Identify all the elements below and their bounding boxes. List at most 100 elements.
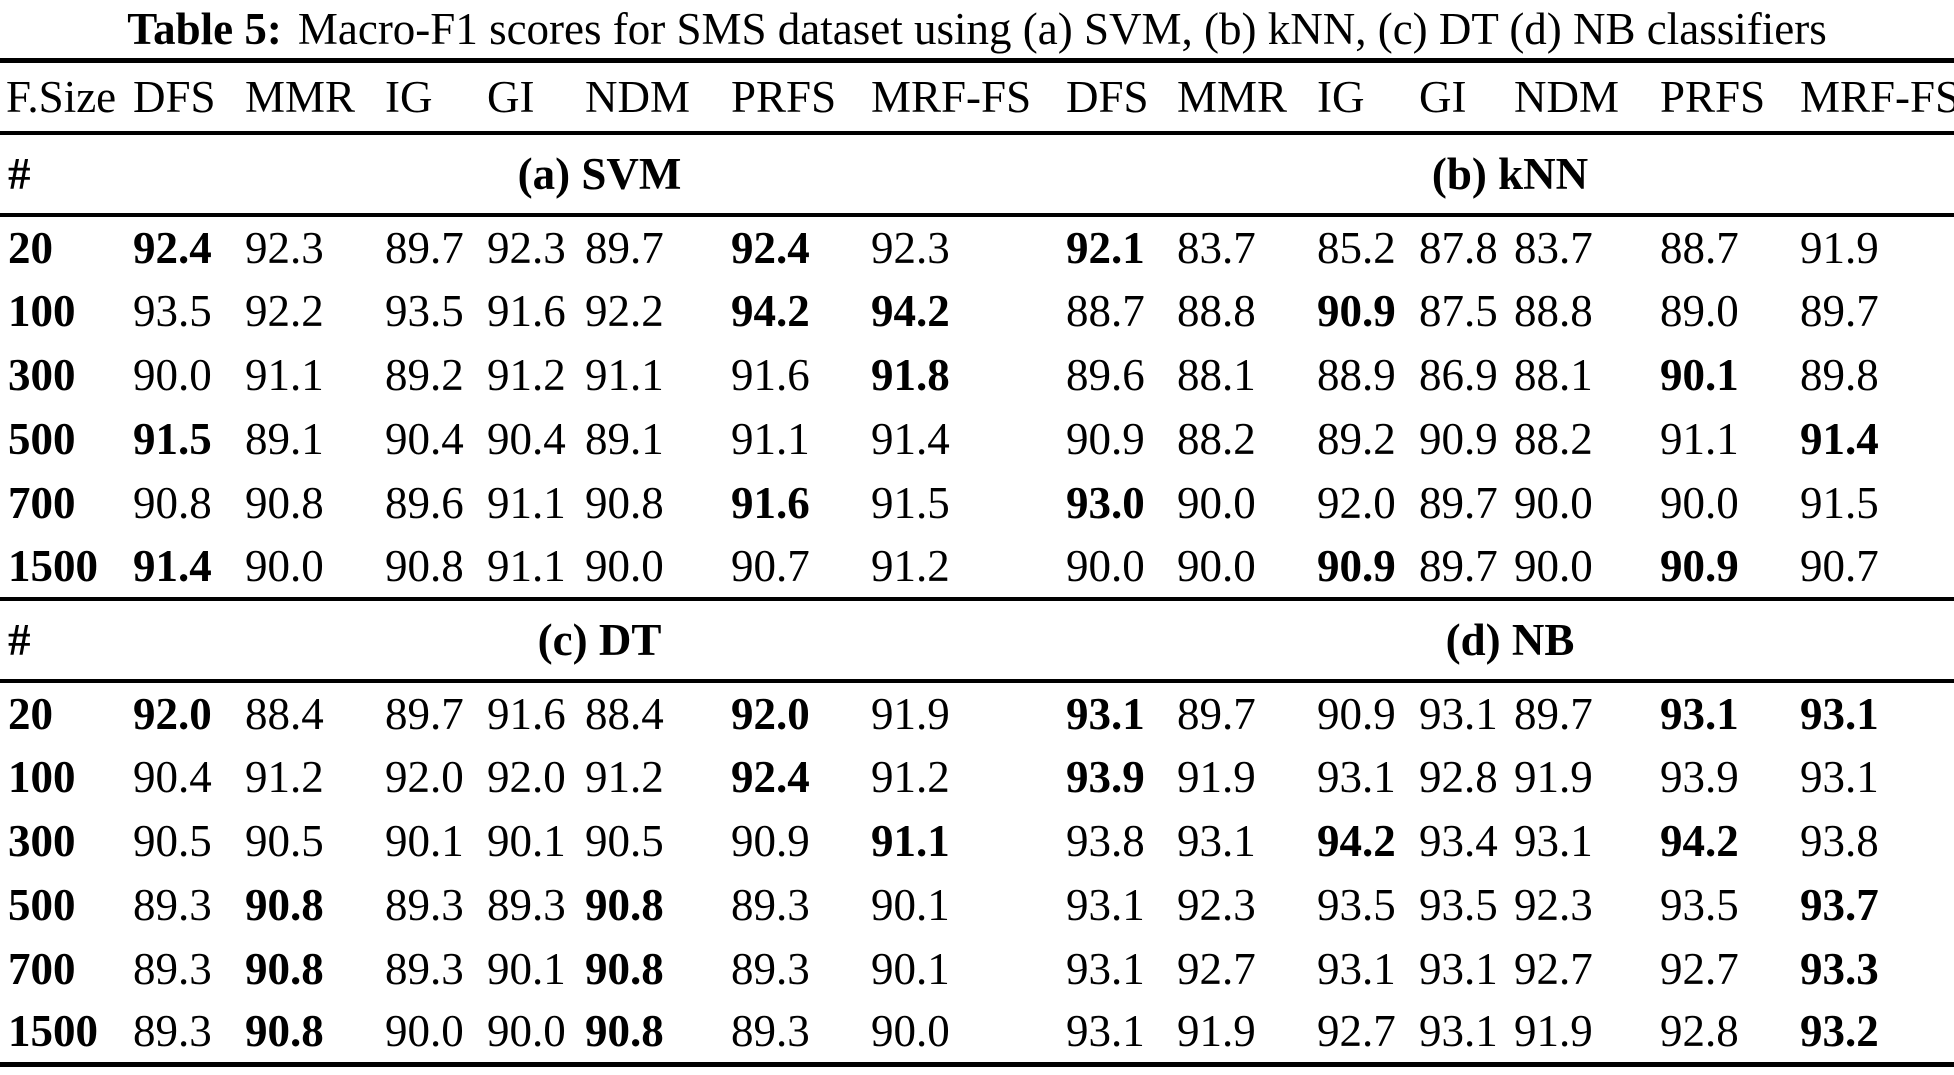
header-ig-left: IG [385, 71, 433, 122]
score-cell: 90.0 [385, 1006, 464, 1057]
score-cell: 92.7 [1514, 943, 1593, 994]
score-cell: 90.1 [487, 815, 566, 866]
score-cell: 89.3 [133, 879, 212, 930]
header-mmr-left: MMR [245, 71, 356, 122]
score-cell: 89.1 [585, 413, 664, 464]
score-cell: 90.1 [1660, 349, 1739, 400]
table-caption-number: Table 5: [127, 4, 282, 54]
table-row: 100 90.4 91.2 92.0 92.0 91.2 92.4 91.2 93.9 91.9 9… [0, 745, 1954, 809]
score-cell: 91.6 [731, 477, 810, 528]
score-cell: 88.1 [1177, 349, 1256, 400]
score-cell: 89.2 [385, 349, 464, 400]
table-row: 20 92.4 92.3 89.7 92.3 89.7 92.4 92.3 92.1 83.7 85… [0, 215, 1954, 279]
score-cell: 90.0 [585, 540, 664, 591]
score-cell: 91.8 [871, 349, 950, 400]
score-cell: 92.2 [245, 285, 324, 336]
score-cell: 91.5 [133, 413, 212, 464]
score-cell: 90.0 [133, 349, 212, 400]
header-mrffs-left: MRF-FS [871, 71, 1032, 122]
score-cell: 92.3 [487, 222, 566, 273]
section-title-left: (c) DT [537, 614, 662, 665]
score-cell: 93.4 [1419, 815, 1498, 866]
score-cell: 91.5 [1800, 477, 1879, 528]
score-cell: 93.1 [1066, 688, 1145, 739]
row-size-label: 100 [8, 751, 76, 802]
score-cell: 85.2 [1317, 222, 1396, 273]
score-cell: 83.7 [1177, 222, 1256, 273]
score-cell: 83.7 [1514, 222, 1593, 273]
header-fsize: F.Size [6, 71, 117, 122]
score-cell: 92.3 [1514, 879, 1593, 930]
score-cell: 93.7 [1800, 879, 1879, 930]
score-cell: 88.9 [1317, 349, 1396, 400]
score-cell: 93.1 [1317, 751, 1396, 802]
score-cell: 91.2 [585, 751, 664, 802]
score-cell: 94.2 [1660, 815, 1739, 866]
score-cell: 89.3 [133, 943, 212, 994]
score-cell: 89.3 [731, 879, 810, 930]
score-cell: 90.8 [133, 477, 212, 528]
score-cell: 92.3 [871, 222, 950, 273]
score-cell: 90.8 [385, 540, 464, 591]
score-cell: 93.0 [1066, 477, 1145, 528]
column-header-row: F.Size DFS MMR IG GI NDM PRFS MRF-FS DFS… [0, 61, 1954, 133]
score-cell: 92.8 [1660, 1006, 1739, 1057]
score-cell: 90.0 [1514, 540, 1593, 591]
score-cell: 90.9 [1066, 413, 1145, 464]
score-cell: 90.8 [245, 943, 324, 994]
score-cell: 92.1 [1066, 222, 1145, 273]
score-cell: 89.3 [731, 1006, 810, 1057]
score-cell: 93.1 [1419, 1006, 1498, 1057]
score-cell: 89.8 [1800, 349, 1879, 400]
header-prfs-left: PRFS [731, 71, 837, 122]
score-cell: 89.6 [385, 477, 464, 528]
row-size-label: 300 [8, 815, 76, 866]
score-cell: 91.6 [487, 285, 566, 336]
row-size-label: 1500 [8, 1006, 98, 1057]
score-cell: 93.3 [1800, 943, 1879, 994]
score-cell: 87.5 [1419, 285, 1498, 336]
section-hash: # [8, 148, 31, 199]
score-cell: 91.9 [1177, 1006, 1256, 1057]
score-cell: 90.0 [871, 1006, 950, 1057]
score-cell: 91.9 [1800, 222, 1879, 273]
score-cell: 90.8 [585, 1006, 664, 1057]
header-mmr-right: MMR [1177, 71, 1288, 122]
table-row: 1500 91.4 90.0 90.8 91.1 90.0 90.7 91.2 90.0 90.0… [0, 535, 1954, 599]
header-prfs-right: PRFS [1660, 71, 1766, 122]
score-cell: 90.5 [585, 815, 664, 866]
section-title-right: (d) NB [1445, 614, 1575, 665]
score-cell: 91.1 [731, 413, 810, 464]
score-cell: 90.0 [245, 540, 324, 591]
score-cell: 91.1 [487, 477, 566, 528]
score-cell: 94.2 [1317, 815, 1396, 866]
score-cell: 88.4 [245, 688, 324, 739]
score-cell: 92.4 [731, 222, 810, 273]
score-cell: 91.6 [487, 688, 566, 739]
score-cell: 93.5 [133, 285, 212, 336]
score-cell: 91.9 [1514, 751, 1593, 802]
score-cell: 90.4 [133, 751, 212, 802]
row-size-label: 700 [8, 943, 76, 994]
score-cell: 93.1 [1419, 688, 1498, 739]
score-cell: 93.2 [1800, 1006, 1879, 1057]
score-cell: 90.0 [1660, 477, 1739, 528]
header-ndm-right: NDM [1514, 71, 1620, 122]
score-cell: 88.8 [1514, 285, 1593, 336]
score-cell: 90.0 [1177, 540, 1256, 591]
score-cell: 90.5 [245, 815, 324, 866]
table-row: 500 91.5 89.1 90.4 90.4 89.1 91.1 91.4 90.9 88.2 8… [0, 407, 1954, 471]
score-cell: 89.3 [133, 1006, 212, 1057]
score-cell: 90.0 [1177, 477, 1256, 528]
section-hash: # [8, 614, 31, 665]
score-cell: 92.0 [1317, 477, 1396, 528]
score-cell: 90.1 [487, 943, 566, 994]
table-caption: Table 5: Macro-F1 scores for SMS dataset … [0, 0, 1954, 58]
score-cell: 91.4 [871, 413, 950, 464]
score-cell: 89.0 [1660, 285, 1739, 336]
row-size-label: 700 [8, 477, 76, 528]
score-cell: 92.7 [1317, 1006, 1396, 1057]
score-cell: 91.9 [1514, 1006, 1593, 1057]
table-row: 700 89.3 90.8 89.3 90.1 90.8 89.3 90.1 93.1 92.7 9… [0, 937, 1954, 1001]
